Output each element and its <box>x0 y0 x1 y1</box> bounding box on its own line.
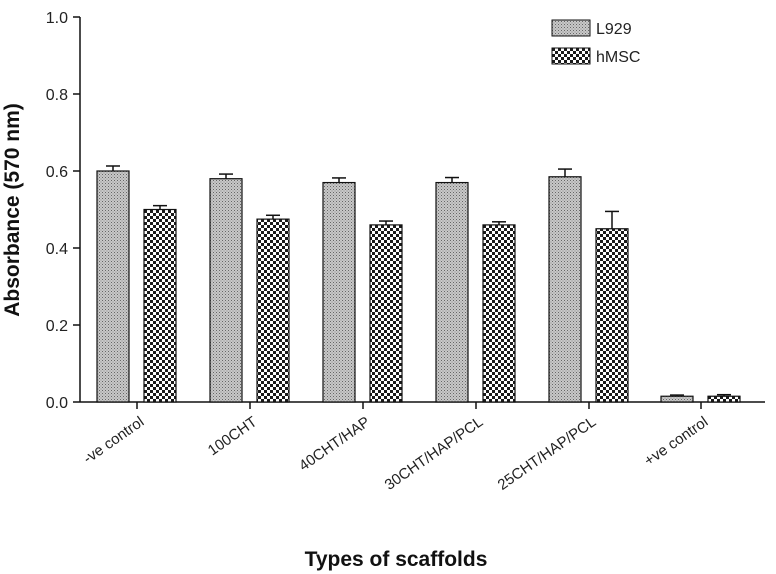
x-tick-label: -ve control <box>80 413 147 467</box>
x-tick-label: 40CHT/HAP <box>296 413 373 474</box>
legend-label-l929: L929 <box>596 21 632 38</box>
bar-l929-5 <box>660 395 694 403</box>
bar-hmsc-1 <box>256 218 290 403</box>
bar-l929-0 <box>96 170 130 403</box>
x-axis-title: Types of scaffolds <box>305 548 488 571</box>
x-tick-label: 25CHT/HAP/PCL <box>495 413 600 493</box>
legend-swatch-hmsc <box>551 47 591 65</box>
axes <box>79 17 765 403</box>
bar-hmsc-5 <box>707 395 741 403</box>
bar-hmsc-4 <box>595 228 629 403</box>
y-ticks: 0.0 0.2 0.4 0.6 0.8 1.0 <box>46 10 80 412</box>
y-tick-label: 1.0 <box>46 10 68 27</box>
legend-swatch-l929 <box>551 19 591 37</box>
y-axis-title: Absorbance (570 nm) <box>1 103 24 317</box>
legend-label-hmsc: hMSC <box>596 49 640 66</box>
x-tick-label: 30CHT/HAP/PCL <box>382 413 487 493</box>
y-tick-label: 0.4 <box>46 241 68 258</box>
y-tick-label: 0.8 <box>46 87 68 104</box>
y-tick-label: 0.6 <box>46 164 68 181</box>
bar-l929-4 <box>548 176 582 403</box>
y-tick-label: 0.2 <box>46 318 68 335</box>
bar-hmsc-3 <box>482 224 516 403</box>
y-tick-label: 0.0 <box>46 395 68 412</box>
bar-l929-3 <box>435 181 469 403</box>
bar-l929-2 <box>322 181 356 403</box>
x-tick-label: 100CHT <box>205 413 261 459</box>
error-bars <box>106 165 731 397</box>
bar-hmsc-2 <box>369 224 403 403</box>
legend: L929 hMSC <box>551 19 640 66</box>
x-ticks: -ve control 100CHT 40CHT/HAP 30CHT/HAP/PCL 2… <box>80 402 711 494</box>
bars <box>96 170 741 403</box>
bar-hmsc-0 <box>143 208 177 403</box>
bar-l929-1 <box>209 178 243 403</box>
x-tick-label: +ve control <box>641 413 711 469</box>
